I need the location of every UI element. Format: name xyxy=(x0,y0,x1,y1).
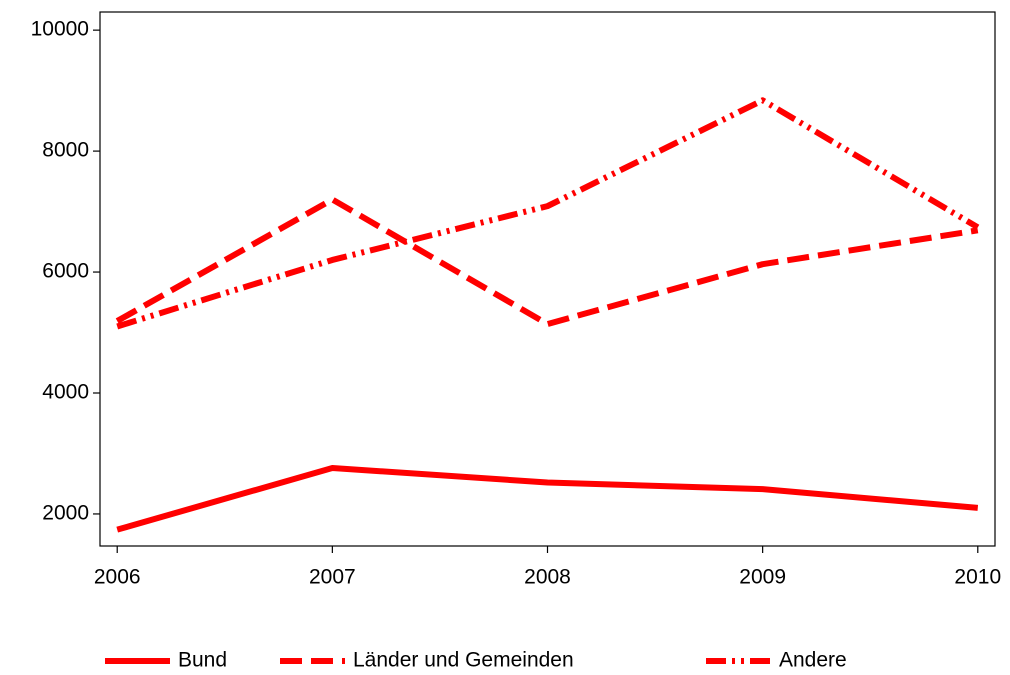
legend-label: Bund xyxy=(178,649,227,672)
x-tick-label: 2010 xyxy=(954,566,1001,589)
x-tick-label: 2006 xyxy=(94,566,141,589)
series-line xyxy=(116,464,979,533)
y-tick-label: 10000 xyxy=(31,18,89,41)
x-tick-label: 2007 xyxy=(309,566,356,589)
legend-label: Länder und Gemeinden xyxy=(353,649,574,672)
x-tick-label: 2009 xyxy=(739,566,786,589)
series-line xyxy=(115,196,979,328)
y-tick-label: 2000 xyxy=(42,501,89,524)
y-tick-label: 4000 xyxy=(42,381,89,404)
y-tick-label: 6000 xyxy=(42,260,89,283)
legend-label: Andere xyxy=(779,649,847,672)
series-line xyxy=(116,97,980,330)
x-tick-label: 2008 xyxy=(524,566,571,589)
y-tick-label: 8000 xyxy=(42,139,89,162)
